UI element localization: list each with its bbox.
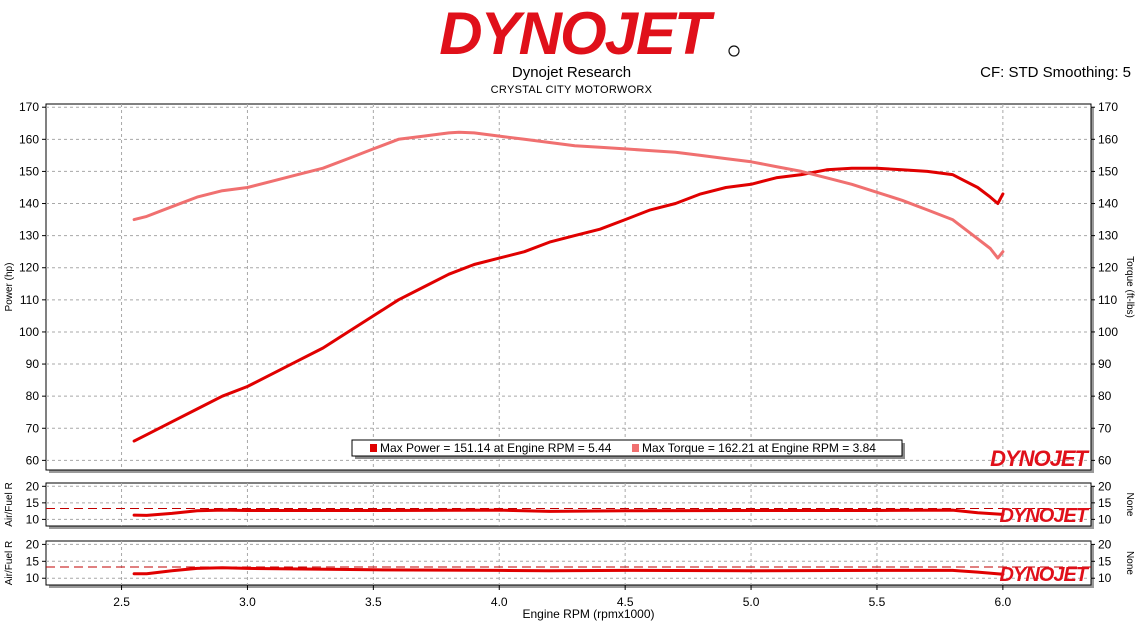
y-tick-label: 90 [26,357,40,371]
y-tick-label: 20 [26,537,40,551]
y2-axis-label: None [1124,551,1135,575]
y2-tick-label: 20 [1098,537,1112,551]
y2-tick-label: 130 [1098,229,1118,243]
y2-tick-label: 15 [1098,496,1112,510]
x-tick-label: 4.5 [617,595,634,609]
x-tick-label: 2.5 [113,595,130,609]
y2-tick-label: 120 [1098,261,1118,275]
y2-tick-label: 70 [1098,421,1112,435]
y-tick-label: 170 [19,100,39,114]
y2-tick-label: 100 [1098,325,1118,339]
y-tick-label: 20 [26,479,40,493]
y-axis-label: Air/Fuel R [4,482,15,526]
x-tick-label: 6.0 [995,595,1012,609]
y-tick-label: 140 [19,197,39,211]
y-tick-label: 100 [19,325,39,339]
y-tick-label: 130 [19,229,39,243]
registered-mark-icon [728,45,740,57]
x-axis-label: Engine RPM (rpmx1000) [522,607,654,621]
legend-shadow [355,443,905,459]
y2-axis-label: Torque (ft-lbs) [1124,256,1135,318]
chart-title: Dynojet Research [511,64,632,81]
y-tick-label: 10 [26,571,40,585]
y-tick-label: 15 [26,554,40,568]
legend-box [351,439,903,457]
legend: Max Power = 151.14 at Engine RPM = 5.44 M… [351,439,905,459]
plot-frame [45,482,1092,527]
x-axis: 2.5 3.0 3.5 4.0 4.5 5.0 5.5 6.0 Engine RPM (rpmx… [113,585,1012,621]
logo-text: DYNOJET [439,4,715,64]
y2-tick-label: 20 [1098,479,1112,493]
chart-panel-2: 10 10 15 15 20 20 Air/Fuel R None DYNOJET [4,479,1135,529]
panel-shadow [49,486,1094,529]
legend-swatch-power [370,444,377,452]
panel-shadow [49,107,1094,473]
y2-tick-label: 140 [1098,197,1118,211]
y-tick-label: 15 [26,496,40,510]
x-tick-label: 5.5 [869,595,886,609]
plot-frame [45,540,1092,586]
y-tick-label: 70 [26,421,40,435]
x-tick-label: 3.5 [365,595,382,609]
x-tick-label: 3.0 [239,595,256,609]
y2-tick-label: 110 [1098,293,1117,307]
legend-swatch-torque [632,444,639,452]
y-tick-label: 60 [26,453,40,467]
legend-label-torque: Max Torque = 162.21 at Engine RPM = 3.84 [642,441,876,455]
watermark-logo: DYNOJET [1000,564,1090,586]
y2-tick-label: 60 [1098,453,1112,467]
x-tick-label: 4.0 [491,595,508,609]
correction-factor-label: CF: STD Smoothing: 5 [980,64,1131,81]
watermark-logo: DYNOJET [990,446,1089,471]
y-tick-label: 120 [19,261,39,275]
y2-tick-label: 160 [1098,132,1118,146]
y2-axis-label: None [1124,493,1135,517]
y-tick-label: 150 [19,164,39,178]
y2-tick-label: 10 [1098,512,1112,526]
chart-panel-1: 60 60 70 70 80 80 90 90 100 100 110 110 120 120 130 130… [4,100,1135,473]
y-axis-label: Air/Fuel R [4,541,15,585]
legend-label-power: Max Power = 151.14 at Engine RPM = 5.44 [380,441,612,455]
series-line-afr1 [132,508,1005,517]
chart-subtitle: CRYSTAL CITY MOTORWORX [490,84,653,96]
y-tick-label: 80 [26,389,40,403]
series-line-power [132,166,1005,443]
plot-frame [45,103,1092,471]
y2-tick-label: 10 [1098,571,1112,585]
y2-tick-label: 80 [1098,389,1112,403]
y-tick-label: 10 [26,512,40,526]
dynojet-logo: DYNOJET [439,4,740,64]
y2-tick-label: 150 [1098,164,1118,178]
y2-tick-label: 15 [1098,554,1112,568]
x-tick-label: 5.0 [743,595,760,609]
panel-shadow [49,544,1094,588]
y2-tick-label: 90 [1098,357,1112,371]
y-tick-label: 110 [20,293,39,307]
series-line-torque [132,130,1005,260]
y-axis-label: Power (hp) [4,263,15,312]
y2-tick-label: 170 [1098,100,1118,114]
y-tick-label: 160 [19,132,39,146]
watermark-logo: DYNOJET [1000,505,1090,527]
series-line-afr2 [132,566,1005,576]
chart-panel-3: 10 10 15 15 20 20 Air/Fuel R None DYNOJET [4,537,1135,588]
